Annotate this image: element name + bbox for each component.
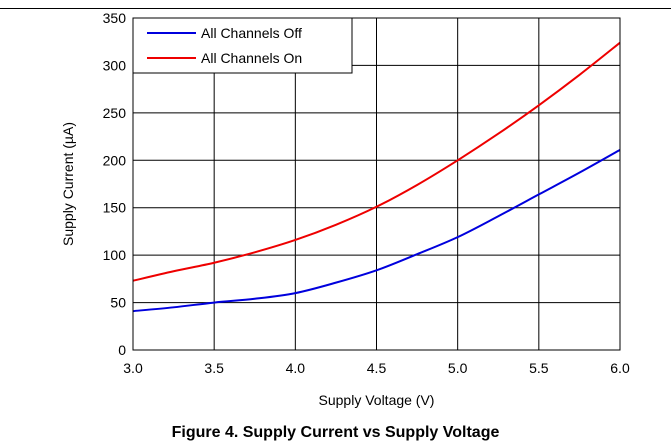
- series-line-all-channels-off: [132, 148, 621, 313]
- x-tick-label: 5.5: [529, 360, 549, 376]
- figure-caption: Figure 4. Supply Current vs Supply Volta…: [171, 424, 500, 441]
- x-tick-label: 3.5: [204, 360, 224, 376]
- legend-box: [132, 17, 353, 74]
- y-tick-label: 200: [103, 152, 127, 168]
- legend: All Channels Off All Channels On: [132, 17, 353, 74]
- y-axis-label: Supply Current (µA): [60, 122, 76, 246]
- x-tick-label: 6.0: [610, 360, 630, 376]
- series-line-all-channels-on: [132, 41, 621, 282]
- x-axis-label: Supply Voltage (V): [319, 392, 435, 408]
- y-tick-label: 0: [118, 342, 126, 358]
- top-rule: [0, 8, 671, 9]
- x-tick-label: 4.5: [367, 360, 387, 376]
- legend-label-all-channels-off: All Channels Off: [201, 25, 302, 41]
- x-tick-label: 5.0: [448, 360, 468, 376]
- y-tick-label: 300: [103, 57, 127, 73]
- supply-current-chart: 3.0 3.5 4.0 4.5 5.0 5.5 6.0 0 50 100 150 200 250 300 3…: [60, 10, 630, 408]
- series-layer: [132, 41, 621, 313]
- x-tick-label: 3.0: [123, 360, 143, 376]
- y-tick-label: 100: [103, 247, 127, 263]
- y-tick-label: 250: [103, 105, 127, 121]
- tick-layer: 3.0 3.5 4.0 4.5 5.0 5.5 6.0 0 50 100 150 200 250 300 3…: [103, 10, 630, 376]
- legend-label-all-channels-on: All Channels On: [201, 50, 302, 66]
- x-tick-label: 4.0: [286, 360, 306, 376]
- y-tick-label: 350: [103, 10, 127, 26]
- y-tick-label: 50: [110, 295, 126, 311]
- y-tick-label: 150: [103, 200, 127, 216]
- plot-frame: [132, 17, 621, 351]
